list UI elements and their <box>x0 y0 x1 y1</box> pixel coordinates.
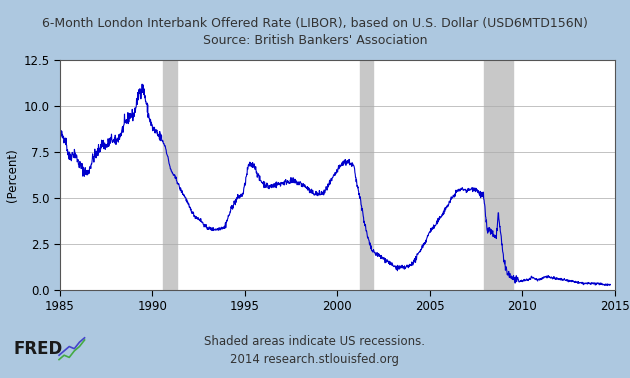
Bar <box>360 60 373 290</box>
Text: Shaded areas indicate US recessions.: Shaded areas indicate US recessions. <box>205 335 425 347</box>
Bar <box>163 60 177 290</box>
Y-axis label: (Percent): (Percent) <box>6 148 19 202</box>
Text: 6-Month London Interbank Offered Rate (LIBOR), based on U.S. Dollar (USD6MTD156N: 6-Month London Interbank Offered Rate (L… <box>42 17 588 30</box>
Text: Source: British Bankers' Association: Source: British Bankers' Association <box>203 34 427 47</box>
Text: FRED: FRED <box>13 340 62 358</box>
Text: 2014 research.stlouisfed.org: 2014 research.stlouisfed.org <box>231 353 399 366</box>
Bar <box>484 60 513 290</box>
